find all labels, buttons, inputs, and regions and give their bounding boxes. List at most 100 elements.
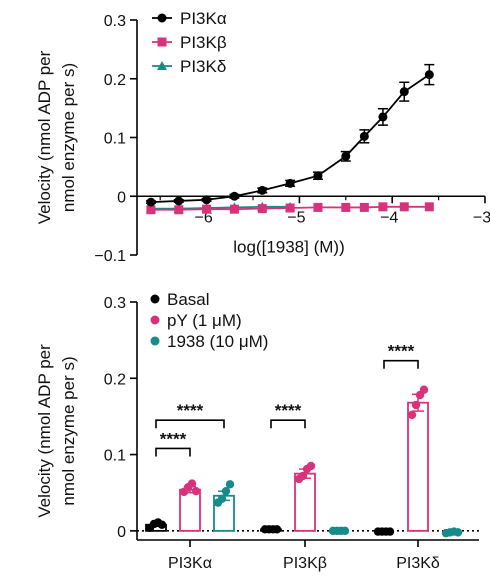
bar [407, 401, 429, 532]
x-tick-label: −5 [287, 209, 305, 226]
significance-label: **** [177, 401, 204, 420]
y-tick-label: −0.1 [94, 248, 126, 265]
data-point [399, 87, 409, 97]
y-axis-label: nmol enzyme per s) [59, 63, 78, 212]
data-point [146, 205, 156, 215]
data-point [202, 204, 212, 214]
significance-bracket: **** [270, 401, 306, 429]
data-point [187, 479, 197, 488]
legend-marker [157, 37, 167, 47]
data-point [174, 205, 184, 215]
data-point [378, 202, 388, 212]
data-point [229, 204, 239, 214]
x-tick-label: −3 [473, 209, 490, 226]
data-point [225, 480, 235, 489]
y-tick-label: 0 [117, 524, 126, 541]
legend-label: PI3Kβ [180, 33, 227, 52]
data-point [313, 171, 323, 181]
data-point [285, 203, 295, 213]
data-point [359, 131, 369, 141]
data-point [174, 196, 184, 206]
legend-label: Basal [167, 290, 210, 309]
legend-item: pY (1 μM) [150, 311, 242, 330]
data-point [419, 385, 429, 394]
data-point [359, 202, 369, 212]
legend-label: PI3Kδ [180, 57, 226, 76]
bracket-line [383, 359, 419, 369]
bracket-line [270, 419, 306, 429]
series-circle [145, 63, 435, 207]
y-tick-label: 0.3 [104, 295, 126, 312]
bracket-line [155, 447, 191, 457]
legend-item: PI3Kβ [152, 33, 227, 52]
data-point [424, 202, 434, 212]
y-tick-label: 0 [117, 189, 126, 206]
data-point [202, 195, 212, 205]
legend-marker [150, 315, 160, 325]
y-tick-label: 0.1 [104, 448, 126, 465]
x-axis-label: log([1938] (M)) [233, 237, 344, 256]
legend-item: 1938 (10 μM) [150, 332, 268, 351]
legend-item: Basal [150, 290, 210, 309]
data-point [341, 151, 351, 161]
legend-marker [150, 294, 160, 304]
data-point [272, 525, 282, 534]
x-tick-label: −4 [380, 209, 398, 226]
data-point [257, 185, 267, 195]
x-tick-label: PI3Kβ [283, 555, 327, 572]
data-point [257, 204, 267, 214]
bar-series [179, 385, 429, 532]
legend-item: PI3Kδ [152, 57, 226, 76]
significance-label: **** [160, 429, 187, 448]
y-tick-label: 0.2 [104, 72, 126, 89]
significance-bracket: **** [155, 429, 191, 457]
significance-bracket: **** [155, 401, 225, 429]
data-point [411, 400, 421, 410]
bar-series [213, 480, 463, 538]
significance-bracket: **** [383, 342, 419, 369]
data-point [341, 202, 351, 212]
data-point [453, 528, 463, 537]
y-axis-label: nmol enzyme per s) [59, 356, 78, 505]
y-tick-label: 0.2 [104, 371, 126, 388]
data-point [157, 520, 167, 529]
data-point [313, 202, 323, 212]
y-axis-label: Velocity (nmol ADP per [35, 344, 54, 518]
x-tick-label: PI3Kα [168, 555, 212, 572]
series-line [150, 73, 430, 204]
data-point [191, 486, 201, 496]
series-square [146, 202, 434, 215]
significance-label: **** [275, 401, 302, 420]
bar-chart: 0 0.1 0.2 0.3 PI3Kα PI3Kβ PI3Kδ Velocity (nmol … [35, 290, 479, 572]
data-point [285, 178, 295, 188]
x-tick-label: PI3Kδ [396, 555, 440, 572]
data-point [298, 471, 308, 481]
series-line [150, 205, 291, 210]
significance-label: **** [388, 342, 415, 361]
data-point [378, 112, 388, 122]
y-tick-label: 0.1 [104, 131, 126, 148]
legend-item: PI3Kα [152, 9, 227, 28]
series-triangle [145, 201, 296, 213]
legend-marker [157, 13, 167, 23]
data-point [217, 494, 227, 504]
legend-label: pY (1 μM) [167, 311, 242, 330]
data-point [306, 461, 316, 471]
y-tick-label: 0.3 [104, 13, 126, 30]
data-point [229, 191, 239, 201]
legend-marker [157, 61, 167, 70]
data-point [146, 197, 156, 207]
data-point [221, 486, 231, 496]
legend-label: PI3Kα [180, 9, 227, 28]
bracket-line [155, 419, 225, 429]
legend-label: 1938 (10 μM) [167, 332, 268, 351]
data-point [385, 527, 395, 536]
data-point [399, 202, 409, 212]
legend-marker [150, 336, 160, 346]
data-point [340, 526, 350, 536]
bar-series [145, 518, 395, 536]
data-point [407, 410, 417, 420]
y-axis-label: Velocity (nmol ADP per [35, 50, 54, 224]
